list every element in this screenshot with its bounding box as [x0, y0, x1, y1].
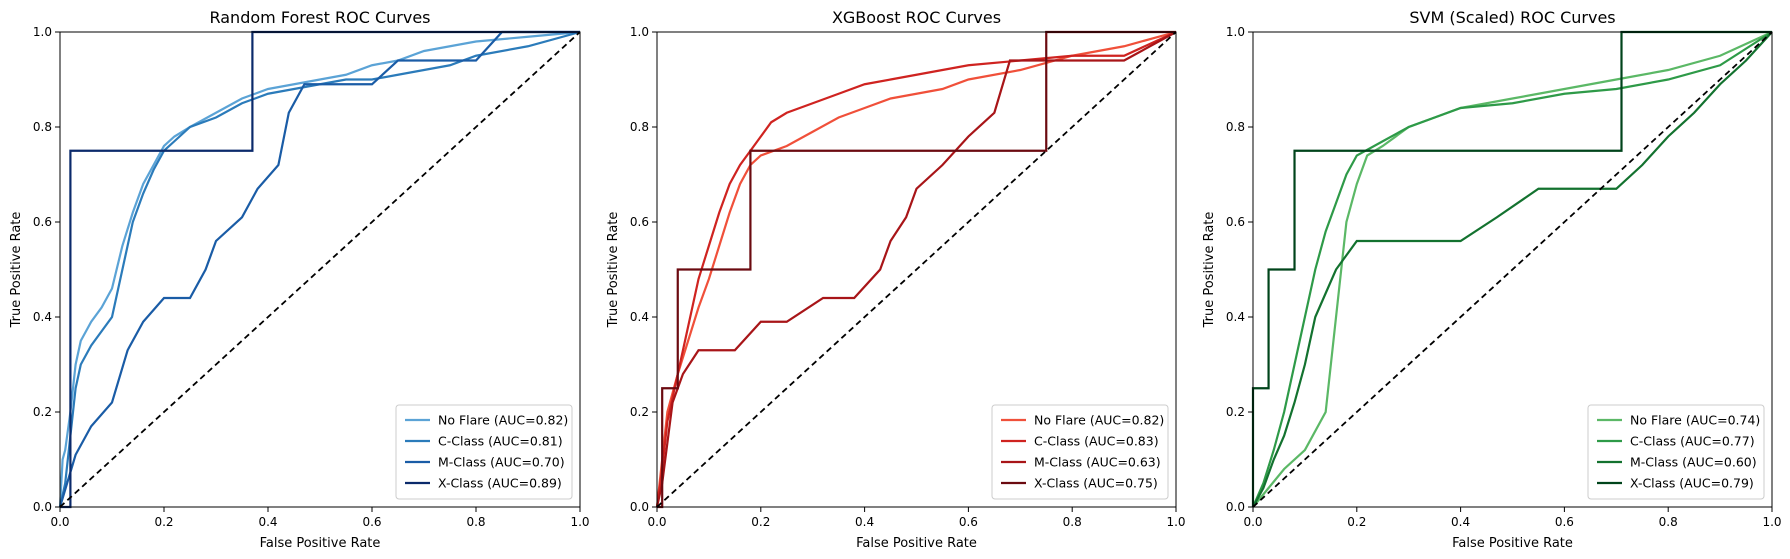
- x-tick-label: 0.4: [1451, 515, 1470, 529]
- axes-frame: [656, 31, 1177, 508]
- legend-label: No Flare (AUC=0.82): [1034, 413, 1164, 428]
- x-tick-label: 0.6: [1555, 515, 1574, 529]
- y-axis-label: True Positive Rate: [9, 212, 24, 329]
- legend-label: C-Class (AUC=0.83): [1034, 434, 1159, 449]
- y-tick-label: 0.0: [630, 500, 649, 514]
- y-tick-label: 0.6: [1226, 215, 1245, 229]
- series-line-1: [58, 30, 581, 508]
- legend: No Flare (AUC=0.82) C-Class (AUC=0.81) M-C…: [395, 404, 573, 500]
- y-tick-label: 0.8: [1226, 120, 1245, 134]
- legend: No Flare (AUC=0.82) C-Class (AUC=0.83) M-C…: [991, 404, 1169, 500]
- series-line-2: [655, 31, 1177, 508]
- x-tick-label: 1.0: [1762, 515, 1781, 529]
- axes-frame: [59, 31, 581, 508]
- x-tick-label: 0.2: [751, 515, 770, 529]
- y-tick-label: 1.0: [1226, 25, 1245, 39]
- legend-label: M-Class (AUC=0.60): [1630, 455, 1757, 470]
- y-tick-label: 0.4: [1226, 310, 1245, 324]
- x-tick-label: 1.0: [570, 515, 589, 529]
- x-tick-label: 0.6: [362, 515, 381, 529]
- legend-label: X-Class (AUC=0.79): [1630, 476, 1754, 491]
- y-tick-label: 0.8: [33, 120, 52, 134]
- y-axis-label: True Positive Rate: [1202, 212, 1217, 329]
- x-tick-label: 1.0: [1166, 515, 1185, 529]
- series-line-0: [58, 30, 581, 508]
- x-axis-label: False Positive Rate: [1452, 536, 1573, 551]
- legend-label: M-Class (AUC=0.63): [1034, 455, 1161, 470]
- chart-title: XGBoost ROC Curves: [832, 8, 1001, 27]
- legend-label: C-Class (AUC=0.77): [1630, 434, 1755, 449]
- chart-panel-0: Random Forest ROC Curves 0.0 0.2 0.4 0.6 0.8 1…: [9, 8, 590, 551]
- chance-diagonal-line: [1252, 31, 1773, 508]
- legend-label: X-Class (AUC=0.89): [438, 476, 562, 491]
- y-tick-label: 0.6: [33, 215, 52, 229]
- x-tick-label: 0.0: [50, 515, 69, 529]
- series-line-2: [58, 30, 580, 508]
- legend-label: No Flare (AUC=0.82): [438, 413, 568, 428]
- x-tick-label: 0.6: [959, 515, 978, 529]
- y-tick-label: 1.0: [33, 25, 52, 39]
- series-line-3: [657, 30, 1176, 509]
- chart-panel-2: SVM (Scaled) ROC Curves 0.0 0.2 0.4 0.6 0.8 1.…: [1202, 8, 1782, 551]
- legend-box: [1587, 404, 1765, 500]
- x-tick-label: 0.4: [258, 515, 277, 529]
- x-tick-label: 0.8: [1659, 515, 1678, 529]
- legend-label: C-Class (AUC=0.81): [438, 434, 563, 449]
- y-tick-label: 0.0: [1226, 500, 1245, 514]
- legend-label: X-Class (AUC=0.75): [1034, 476, 1158, 491]
- y-tick-label: 0.2: [630, 405, 649, 419]
- legend-box: [991, 404, 1169, 500]
- y-tick-label: 0.2: [1226, 405, 1245, 419]
- x-tick-label: 0.2: [1347, 515, 1366, 529]
- chance-diagonal-line: [59, 31, 581, 508]
- x-tick-label: 0.8: [1063, 515, 1082, 529]
- series-line-1: [1251, 31, 1773, 508]
- y-tick-label: 0.0: [33, 500, 52, 514]
- chance-diagonal-line: [656, 31, 1177, 508]
- y-tick-label: 1.0: [630, 25, 649, 39]
- x-tick-label: 0.4: [855, 515, 874, 529]
- chart-title: Random Forest ROC Curves: [209, 8, 430, 27]
- y-tick-label: 0.2: [33, 405, 52, 419]
- x-tick-label: 0.0: [1243, 515, 1262, 529]
- series-line-2: [1252, 31, 1773, 508]
- legend-label: M-Class (AUC=0.70): [438, 455, 565, 470]
- legend-box: [395, 404, 573, 500]
- chart-panel-1: XGBoost ROC Curves 0.0 0.2 0.4 0.6 0.8 1.0 0.0 0…: [606, 8, 1186, 551]
- legend: No Flare (AUC=0.74) C-Class (AUC=0.77) M-C…: [1587, 404, 1765, 500]
- y-tick-label: 0.4: [33, 310, 52, 324]
- x-tick-label: 0.2: [154, 515, 173, 529]
- y-axis-label: True Positive Rate: [606, 212, 621, 329]
- x-tick-label: 0.0: [647, 515, 666, 529]
- series-line-3: [1251, 30, 1772, 507]
- y-tick-label: 0.4: [630, 310, 649, 324]
- y-tick-label: 0.8: [630, 120, 649, 134]
- x-axis-label: False Positive Rate: [856, 536, 977, 551]
- legend-label: No Flare (AUC=0.74): [1630, 413, 1760, 428]
- x-axis-label: False Positive Rate: [260, 536, 381, 551]
- series-line-1: [655, 30, 1177, 508]
- axes-frame: [1252, 31, 1773, 508]
- y-tick-label: 0.6: [630, 215, 649, 229]
- x-tick-label: 0.8: [466, 515, 485, 529]
- chart-title: SVM (Scaled) ROC Curves: [1409, 8, 1615, 27]
